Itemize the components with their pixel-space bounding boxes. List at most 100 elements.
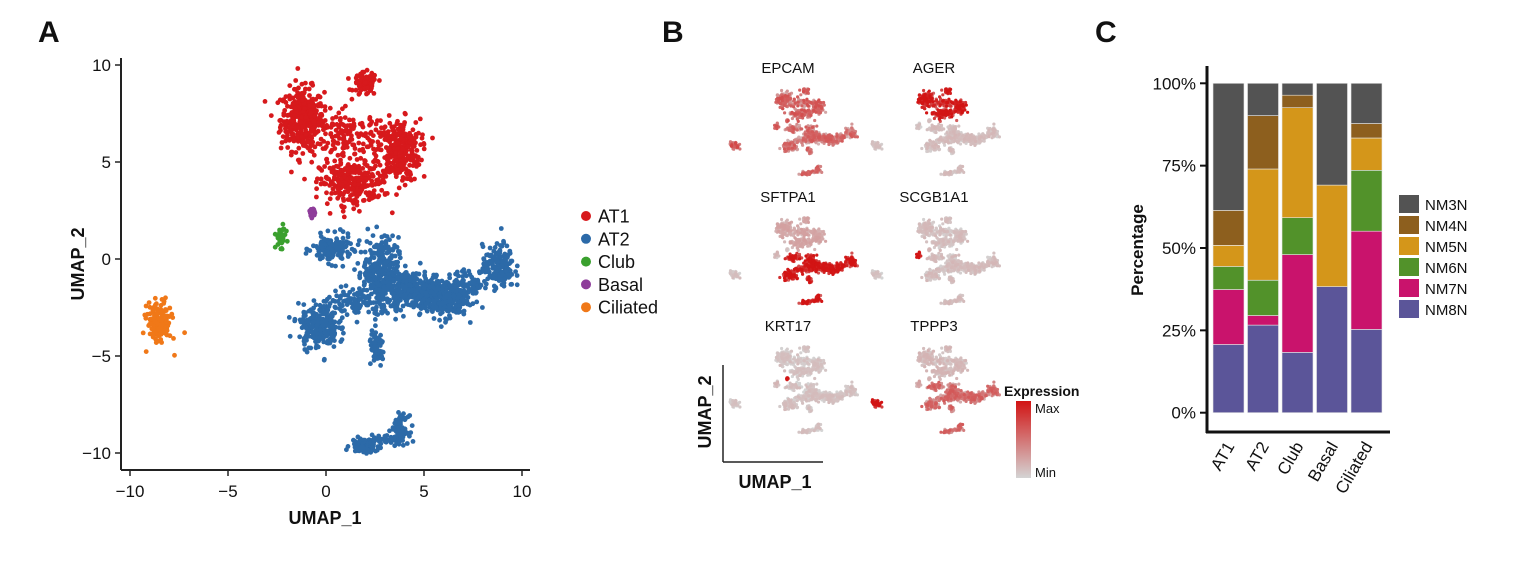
point-at1 (341, 151, 346, 156)
point-at2 (418, 304, 423, 309)
expression-point (849, 133, 852, 136)
point-at2 (374, 300, 379, 305)
point-at2 (436, 280, 441, 285)
point-at2 (387, 267, 392, 272)
point-at1 (401, 125, 406, 130)
point-at1 (325, 201, 330, 206)
point-at2 (339, 252, 344, 257)
expression-point (783, 111, 786, 114)
x-tick-label: −10 (116, 482, 145, 501)
expression-point (830, 134, 833, 137)
point-at1 (335, 196, 340, 201)
expression-point (926, 128, 929, 131)
point-at2 (317, 335, 322, 340)
point-at2 (387, 237, 392, 242)
expression-point (781, 107, 784, 110)
point-at1 (409, 137, 414, 142)
expression-point (844, 131, 847, 134)
point-at1 (383, 137, 388, 142)
expression-point (817, 98, 820, 101)
legend-label-basal: Basal (598, 275, 643, 295)
point-at2 (374, 289, 379, 294)
point-at1 (279, 123, 284, 128)
point-at1 (314, 180, 319, 185)
point-at2 (302, 342, 307, 347)
expression-point (802, 139, 805, 142)
expression-point (797, 101, 800, 104)
point-at2 (373, 333, 378, 338)
point-at2 (393, 270, 398, 275)
point-at1 (367, 166, 372, 171)
point-at2 (368, 265, 373, 270)
expression-point (803, 109, 806, 112)
expression-point (802, 90, 805, 93)
point-at2 (287, 315, 292, 320)
point-at1 (422, 142, 427, 147)
point-at2 (322, 358, 327, 363)
point-ciliated (153, 320, 158, 325)
expression-point (856, 135, 859, 138)
point-at1 (375, 140, 380, 145)
point-ciliated (142, 313, 147, 318)
point-at2 (456, 307, 461, 312)
point-at1 (309, 136, 314, 141)
point-at1 (341, 146, 346, 151)
point-at1 (283, 121, 288, 126)
point-at2 (487, 253, 492, 258)
point-at1 (367, 197, 372, 202)
point-at2 (306, 346, 311, 351)
point-at2 (352, 297, 357, 302)
point-at2 (346, 235, 351, 240)
point-at1 (319, 177, 324, 182)
point-at1 (382, 131, 387, 136)
expression-point (957, 125, 960, 128)
expression-point (776, 93, 779, 96)
expression-point (806, 91, 809, 94)
point-at2 (374, 225, 379, 230)
point-at1 (383, 124, 388, 129)
point-at1 (354, 176, 359, 181)
x-tick-label: 10 (513, 482, 532, 501)
point-at2 (338, 227, 343, 232)
expression-point (811, 130, 814, 133)
point-at1 (346, 76, 351, 81)
point-at2 (484, 282, 489, 287)
point-at2 (379, 349, 384, 354)
point-at1 (403, 183, 408, 188)
point-at2 (447, 306, 452, 311)
point-at2 (507, 273, 512, 278)
point-at2 (312, 335, 317, 340)
point-at1 (310, 143, 315, 148)
point-at1 (319, 113, 324, 118)
point-at2 (355, 320, 360, 325)
point-at2 (385, 250, 390, 255)
point-at1 (356, 141, 361, 146)
expression-point (802, 99, 805, 102)
point-at1 (328, 166, 333, 171)
point-club (283, 232, 288, 237)
point-at2 (447, 272, 452, 277)
point-at1 (316, 141, 321, 146)
point-at2 (443, 316, 448, 321)
point-at2 (288, 334, 293, 339)
point-at2 (435, 286, 440, 291)
point-at2 (373, 323, 378, 328)
point-at2 (385, 311, 390, 316)
point-at2 (325, 256, 330, 261)
expression-point (811, 126, 814, 129)
point-at2 (315, 320, 320, 325)
expression-point (814, 106, 817, 109)
point-club (273, 245, 278, 250)
point-at1 (387, 121, 392, 126)
point-at1 (352, 182, 357, 187)
point-at1 (316, 121, 321, 126)
expression-point (788, 142, 791, 145)
expression-point (791, 131, 794, 134)
point-at2 (338, 319, 343, 324)
point-at1 (365, 68, 370, 73)
point-at1 (337, 173, 342, 178)
point-at2 (406, 302, 411, 307)
point-at2 (330, 255, 335, 260)
point-at2 (379, 305, 384, 310)
x-axis-label: UMAP_1 (288, 508, 361, 528)
